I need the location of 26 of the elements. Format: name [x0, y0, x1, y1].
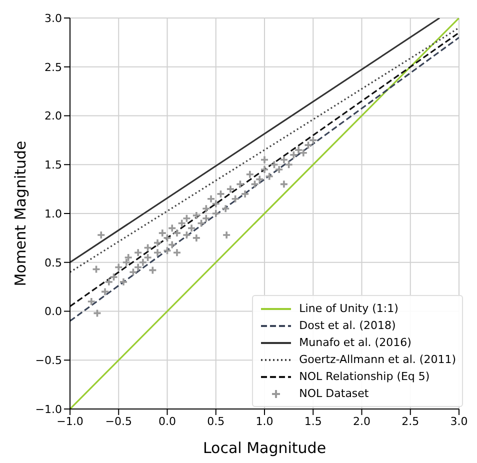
- x-axis-title: Local Magnitude: [202, 439, 326, 457]
- x-tick-label: 1.0: [256, 414, 274, 428]
- x-tick-label: −1.0: [56, 414, 84, 428]
- y-tick-label: 2.0: [44, 110, 62, 123]
- y-tick-label: −1.0: [35, 402, 62, 416]
- legend-label: Goertz-Allmann et al. (2011): [299, 352, 456, 368]
- y-axis-title: Moment Magnitude: [11, 140, 30, 286]
- y-tick-label: 1.5: [44, 158, 62, 172]
- y-tick-label: 3.0: [44, 12, 62, 25]
- y-tick-label: 0.5: [44, 256, 62, 270]
- legend-label: NOL Dataset: [299, 386, 369, 402]
- legend-label: NOL Relationship (Eq 5): [299, 369, 430, 385]
- legend-label: Dost et al. (2018): [299, 318, 396, 334]
- y-tick-label: 1.0: [44, 207, 62, 220]
- x-tick-label: 0.0: [158, 414, 176, 428]
- legend-label: Line of Unity (1:1): [299, 301, 398, 317]
- y-tick-label: 0.0: [44, 305, 62, 318]
- x-tick-label: 1.5: [304, 414, 322, 428]
- x-tick-label: 3.0: [450, 414, 468, 428]
- y-tick-label: 2.5: [44, 60, 62, 74]
- x-tick-label: 0.5: [207, 414, 225, 428]
- y-tick-label: −0.5: [35, 354, 62, 368]
- x-tick-label: 2.0: [353, 414, 370, 428]
- x-tick-label: 2.5: [402, 414, 420, 428]
- legend-label: Munafo et al. (2016): [299, 335, 412, 351]
- x-tick-label: −0.5: [105, 414, 132, 428]
